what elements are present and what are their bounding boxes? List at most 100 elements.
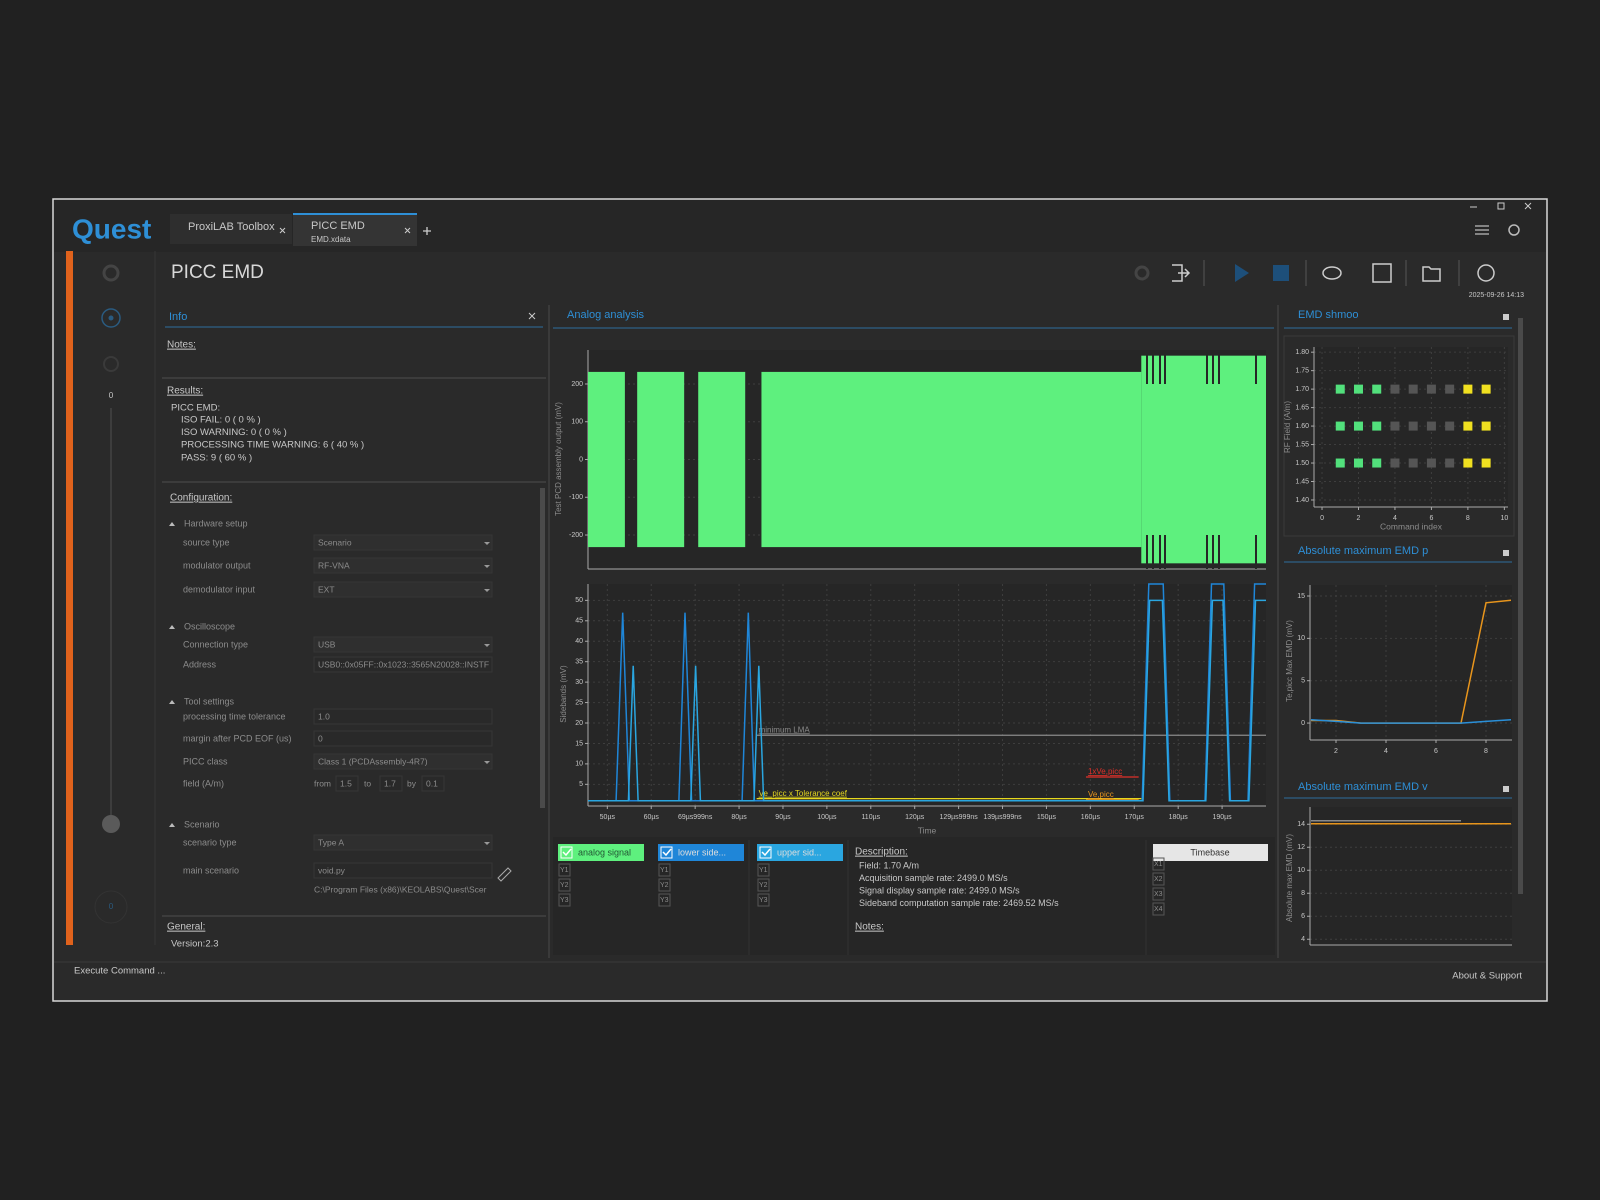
tab-title[interactable]: ProxiLAB Toolbox (188, 221, 275, 233)
y-tick-label: 200 (571, 381, 583, 388)
section-title: Oscilloscope (184, 621, 235, 631)
y-tick-label: 0 (579, 456, 583, 463)
field-label: modulator output (183, 560, 251, 570)
range-label: to (364, 778, 371, 788)
collapse-caret (169, 522, 175, 526)
x-tick-label: 69µs999ns (678, 814, 713, 821)
axis-box (658, 878, 671, 892)
signal-envelope (637, 371, 685, 548)
x-tick-label: 10 (1500, 515, 1508, 522)
status-right[interactable]: About & Support (1452, 971, 1522, 982)
tab-active[interactable] (293, 214, 417, 246)
scrollbar[interactable] (540, 488, 545, 808)
status-left[interactable]: Execute Command ... (74, 966, 165, 977)
tab-add[interactable] (423, 227, 431, 235)
burst-gap (1164, 535, 1166, 569)
shmoo-point (1445, 384, 1455, 394)
range-label: by (407, 778, 417, 788)
burst-gap (1152, 535, 1154, 569)
y-tick-label: 10 (575, 761, 583, 768)
axis-box (1152, 872, 1165, 886)
shmoo-point (1445, 458, 1455, 468)
slider-knob[interactable] (102, 815, 120, 833)
y-tick-label: 15 (1297, 593, 1305, 600)
signal-envelope (1141, 355, 1266, 564)
series-line (1310, 718, 1512, 724)
x-tick-label: 60µs (644, 814, 660, 821)
axis-box (558, 863, 571, 877)
tool-stop[interactable] (1273, 265, 1289, 281)
edit-icon[interactable] (497, 867, 512, 882)
burst-gap (1206, 350, 1208, 384)
timebase-button[interactable] (1153, 844, 1268, 861)
burst-gap (1152, 350, 1154, 384)
expand-icon[interactable] (1503, 314, 1509, 320)
tab-title[interactable]: PICC EMD (311, 220, 365, 232)
y-axis-label: Absolute max EMD (mV) (1285, 834, 1294, 922)
legend-swatch (558, 844, 644, 861)
result-line: ISO FAIL: 0 ( 0 % ) (181, 415, 261, 426)
nav-icon[interactable] (103, 356, 119, 372)
burst-gap (1218, 535, 1220, 569)
expand-icon[interactable] (1503, 786, 1509, 792)
axis-box (757, 893, 770, 907)
tool-settings[interactable] (1134, 265, 1150, 281)
x-tick-label: 139µs999ns (983, 814, 1022, 821)
x-tick-label: 120µs (905, 814, 925, 821)
settings-icon[interactable] (102, 264, 120, 282)
sidebar-accent (66, 251, 73, 945)
description-notes: Notes: (855, 922, 884, 933)
x-tick-label: 110µs (861, 814, 880, 821)
tool-view[interactable] (1322, 266, 1342, 280)
dropdown-arrow (484, 542, 490, 545)
close-window[interactable] (1524, 202, 1532, 210)
restore[interactable] (1497, 202, 1505, 210)
y-tick-label: 1.80 (1295, 349, 1309, 356)
shmoo-point (1408, 421, 1418, 431)
reference-label: Ve,picc (1088, 790, 1114, 799)
axis-box (658, 863, 671, 877)
tool-open[interactable] (1422, 266, 1441, 282)
burst-gap (1159, 535, 1161, 569)
result-line: PROCESSING TIME WARNING: 6 ( 40 % ) (181, 440, 364, 451)
results-heading: PICC EMD: (171, 403, 220, 414)
x-tick-label: 0 (1320, 515, 1324, 522)
notes-label: Notes: (167, 340, 196, 351)
tab[interactable] (170, 214, 292, 244)
x-tick-label: 4 (1393, 515, 1397, 522)
y-tick-label: 1.70 (1295, 386, 1309, 393)
tool-help[interactable] (1477, 264, 1495, 282)
theme-button[interactable] (1508, 224, 1520, 236)
page-title: PICC EMD (171, 262, 264, 283)
dropdown-arrow (484, 842, 490, 845)
y-tick-label: 14 (1297, 821, 1305, 828)
timebase-label[interactable]: Timebase (1190, 847, 1229, 857)
nav-circle[interactable] (94, 890, 128, 924)
panel-close[interactable] (528, 312, 536, 320)
tool-save[interactable] (1372, 263, 1392, 283)
tool-play[interactable] (1235, 264, 1249, 282)
shmoo-point (1335, 384, 1345, 394)
x-tick-label: 4 (1384, 748, 1388, 755)
field-value: EXT (318, 584, 335, 594)
shmoo-point (1353, 384, 1363, 394)
tab-close[interactable] (279, 227, 286, 234)
nav-icon[interactable] (101, 308, 121, 328)
signal-envelope (761, 371, 1142, 548)
x-tick-label: 2 (1357, 515, 1361, 522)
legend-axis: Y1 (759, 867, 768, 874)
expand-icon[interactable] (1503, 550, 1509, 556)
scrollbar[interactable] (1518, 318, 1523, 894)
tab-close[interactable] (404, 227, 411, 234)
field-label: Address (183, 659, 217, 669)
section-title: Tool settings (184, 696, 235, 706)
y-tick-label: 8 (1301, 890, 1305, 897)
menu-button[interactable] (1475, 225, 1489, 235)
tool-export[interactable] (1172, 264, 1191, 282)
signal-envelope (698, 371, 746, 548)
legend-label: upper sid... (777, 847, 822, 857)
y-tick-label: 25 (575, 699, 583, 706)
y-axis-label: Test PCD assembly output (mV) (554, 402, 563, 516)
shmoo-point (1408, 384, 1418, 394)
range-value: 0.1 (426, 778, 438, 788)
